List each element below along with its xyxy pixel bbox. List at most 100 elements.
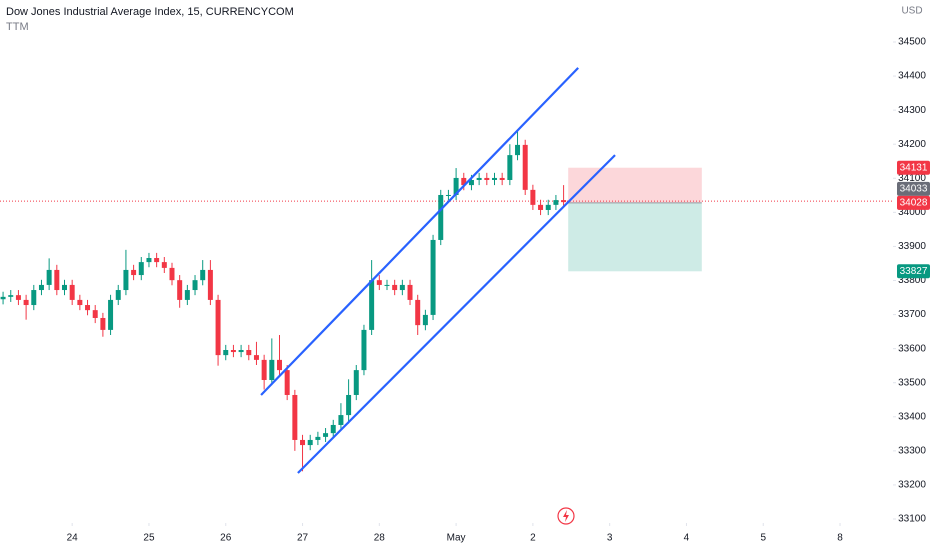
target-zone xyxy=(568,202,702,272)
candle xyxy=(438,189,444,246)
candle xyxy=(253,341,259,365)
candle xyxy=(346,379,352,424)
trend-line xyxy=(297,154,616,474)
candle-body xyxy=(123,269,129,291)
candle xyxy=(538,199,544,216)
candle xyxy=(62,279,67,296)
candle xyxy=(353,364,359,401)
candle-body xyxy=(399,284,405,291)
candle xyxy=(515,130,521,161)
alert-icon[interactable] xyxy=(557,507,575,525)
candle-body xyxy=(384,284,390,286)
candle-body xyxy=(415,299,421,326)
candle-body xyxy=(392,284,398,291)
candle-body xyxy=(253,355,259,360)
candle-body xyxy=(69,284,75,300)
candle-body xyxy=(192,280,198,291)
candle-body xyxy=(261,359,267,380)
y-tick-label: 33800 xyxy=(898,275,926,286)
candle xyxy=(161,256,167,274)
stop-label-box xyxy=(897,160,930,175)
candle xyxy=(269,338,275,386)
candle-body xyxy=(315,436,321,440)
y-tick-label: 33400 xyxy=(898,411,926,422)
candle-body xyxy=(23,299,29,306)
candle-body xyxy=(169,267,175,281)
candle xyxy=(100,312,106,337)
x-tick-label: 3 xyxy=(607,533,613,544)
candle-body xyxy=(177,280,183,300)
candle xyxy=(484,172,490,186)
candle xyxy=(38,279,44,296)
candle xyxy=(154,252,160,268)
candle xyxy=(77,294,83,311)
y-tick-label: 33600 xyxy=(898,343,926,354)
candle-body xyxy=(200,269,206,281)
candle xyxy=(8,290,14,302)
y-tick-label: 33100 xyxy=(898,514,926,525)
candle-body xyxy=(438,194,444,240)
candle xyxy=(31,284,37,311)
candle-body xyxy=(323,433,329,437)
target-label-box xyxy=(897,264,930,279)
candle-body xyxy=(246,350,252,356)
candle-body xyxy=(522,144,528,190)
candle xyxy=(85,299,91,316)
candle xyxy=(399,279,405,296)
entry-label: 34028 xyxy=(900,197,928,208)
candle-body xyxy=(422,314,428,326)
candle xyxy=(522,139,528,195)
candle xyxy=(115,284,121,306)
x-tick-label: 4 xyxy=(684,533,690,544)
candle xyxy=(169,262,175,286)
candle xyxy=(422,309,428,331)
y-tick-label: 34100 xyxy=(898,173,926,184)
candle-body xyxy=(453,177,459,195)
candle xyxy=(553,194,559,210)
candle xyxy=(207,260,213,306)
candle xyxy=(307,434,313,451)
candle xyxy=(261,354,267,390)
candle xyxy=(146,252,152,268)
candle xyxy=(23,294,29,320)
candle-body xyxy=(77,299,83,306)
candle-body xyxy=(545,204,551,210)
candle-body xyxy=(430,239,436,315)
candle xyxy=(108,294,114,336)
y-tick-label: 33200 xyxy=(898,480,926,491)
candle xyxy=(361,324,367,376)
candle xyxy=(123,249,129,296)
candle-body xyxy=(46,269,52,285)
candle xyxy=(392,279,398,296)
candle-body xyxy=(269,359,275,380)
y-tick-label: 33900 xyxy=(898,241,926,252)
candle xyxy=(177,275,183,308)
candle-body xyxy=(407,284,413,300)
stop-zone xyxy=(568,167,702,203)
candle xyxy=(376,275,382,291)
candle xyxy=(315,431,321,446)
x-tick-label: 24 xyxy=(67,533,79,544)
candle xyxy=(369,260,375,336)
candle-body xyxy=(292,394,298,440)
candle-body xyxy=(484,177,490,180)
x-tick-label: 26 xyxy=(220,533,232,544)
x-tick-label: 5 xyxy=(760,533,766,544)
candle xyxy=(246,344,252,361)
trend-line xyxy=(260,67,579,396)
indicator-label: TTM xyxy=(6,21,29,33)
chart-title: Dow Jones Industrial Average Index, 15, … xyxy=(6,6,294,18)
current-price-label-box xyxy=(897,181,930,196)
candle-body xyxy=(538,204,544,210)
candle-body xyxy=(223,350,229,356)
candle-body xyxy=(553,200,559,205)
x-tick-label: 2 xyxy=(530,533,536,544)
candle xyxy=(300,434,306,472)
candle xyxy=(407,279,413,306)
candle-body xyxy=(507,155,513,180)
candle-body xyxy=(138,262,144,276)
candle xyxy=(138,256,144,281)
y-tick-label: 34500 xyxy=(898,37,926,48)
candle xyxy=(476,172,482,186)
candle xyxy=(292,389,298,451)
